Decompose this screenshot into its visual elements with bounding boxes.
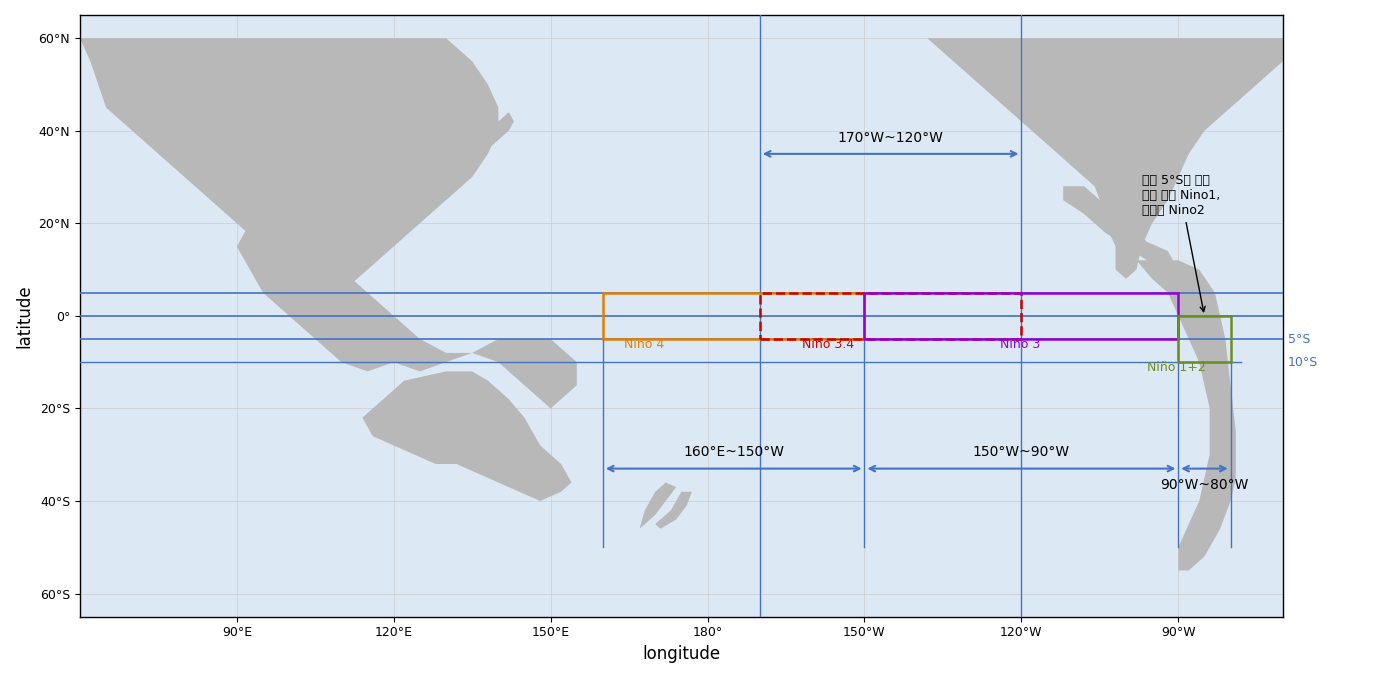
Bar xyxy=(1179,316,1231,362)
Text: 5°S: 5°S xyxy=(1289,332,1311,346)
Text: 170°W~120°W: 170°W~120°W xyxy=(838,131,944,144)
Text: Niño 3: Niño 3 xyxy=(1000,338,1040,351)
Polygon shape xyxy=(812,38,1283,279)
Text: 위도 5°S를 중심
으로 위가 Nino1,
아래가 Nino2: 위도 5°S를 중심 으로 위가 Nino1, 아래가 Nino2 xyxy=(1142,174,1220,312)
Text: 150°W~90°W: 150°W~90°W xyxy=(973,445,1070,460)
Polygon shape xyxy=(236,200,577,408)
Y-axis label: latitude: latitude xyxy=(15,284,33,348)
Text: Niño 3.4: Niño 3.4 xyxy=(801,338,853,351)
Polygon shape xyxy=(1136,260,1235,570)
Text: Niño 1+2: Niño 1+2 xyxy=(1147,361,1205,374)
Text: 90°W~80°W: 90°W~80°W xyxy=(1160,478,1249,492)
X-axis label: longitude: longitude xyxy=(642,645,720,663)
Text: 160°E~150°W: 160°E~150°W xyxy=(683,445,785,460)
Polygon shape xyxy=(639,483,676,529)
Bar xyxy=(603,293,864,339)
Polygon shape xyxy=(447,112,514,167)
Bar xyxy=(760,293,1021,339)
Polygon shape xyxy=(363,372,572,501)
Bar xyxy=(864,293,1179,339)
Polygon shape xyxy=(1063,186,1179,279)
Text: Niño 4: Niño 4 xyxy=(624,338,664,351)
Polygon shape xyxy=(80,38,499,293)
Text: 10°S: 10°S xyxy=(1289,356,1319,369)
Polygon shape xyxy=(655,492,692,529)
